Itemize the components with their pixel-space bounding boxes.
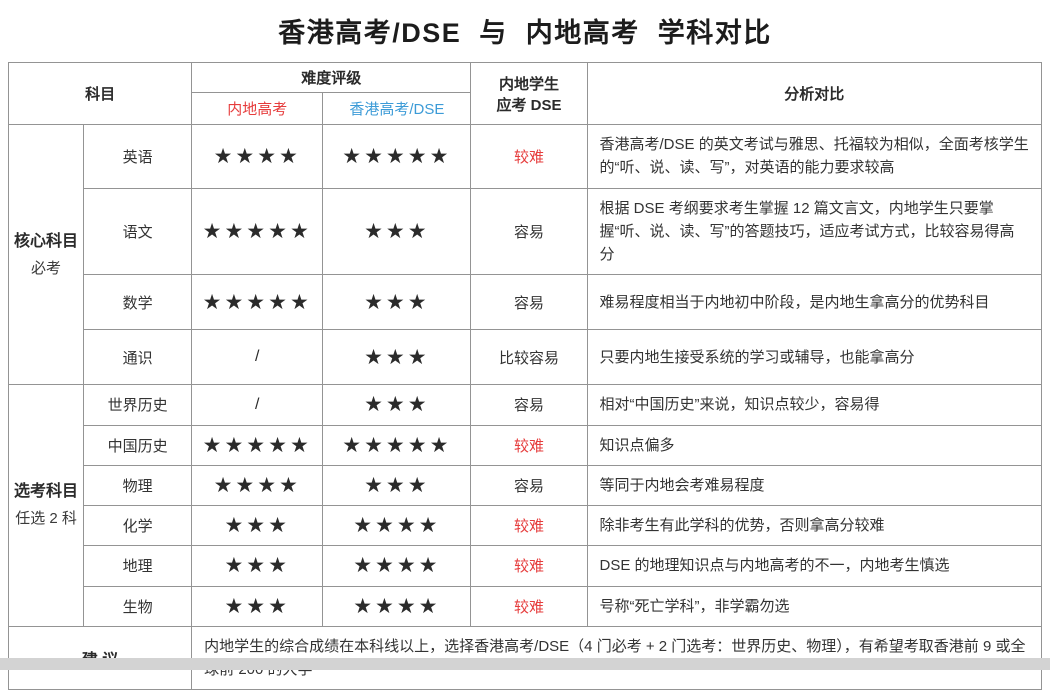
mainland-rating-cell: ★★★★★ bbox=[191, 274, 324, 331]
analysis-cell: 号称“死亡学科”，非学霸勿选 bbox=[586, 585, 1043, 627]
subject-row: 核心科目 必考 英语 ★★★★ ★★★★★ 较难 香港高考/DSE 的英文考试与雅思、托福较… bbox=[7, 123, 1043, 386]
mainland-rating-cell: / bbox=[191, 384, 324, 426]
subject-cell: 世界历史 bbox=[83, 384, 193, 426]
difficulty-cell: 容易 bbox=[470, 274, 588, 331]
hk-rating-cell: ★★★★★ bbox=[322, 424, 472, 466]
mainland-rating-cell: ★★★★★ bbox=[191, 424, 324, 466]
group-label: 选考科目任选 2 科 bbox=[7, 384, 85, 627]
hk-rating-cell: ★★★★ bbox=[322, 585, 472, 627]
subject-cell: 物理 bbox=[83, 464, 193, 507]
subject-cell: 通识 bbox=[83, 329, 193, 386]
hk-rating-cell: ★★★★ bbox=[322, 504, 472, 547]
header-subject: 科目 bbox=[7, 62, 193, 125]
subject-cell: 英语 bbox=[83, 124, 193, 189]
hk-rating-cell: ★★★ bbox=[322, 187, 472, 276]
subject-row: 数学 ★★★★★ ★★★ 容易 难易程度相当于内地初中阶段，是内地生拿高分的优势科目 bbox=[9, 274, 1043, 331]
group-label-line2: 必考 bbox=[31, 259, 62, 277]
header-mainland-student-dse: 内地学生应考 DSE bbox=[470, 62, 588, 125]
group-label-line1: 核心科目 bbox=[14, 232, 79, 250]
analysis-cell: 相对“中国历史”来说，知识点较少，容易得 bbox=[586, 384, 1043, 426]
subject-row: 选考科目 任选 2 科世界历史 / ★★★ 容易 相对“中国历史”来说，知识点较少，容易得 bbox=[7, 384, 1043, 627]
subject-cell: 中国历史 bbox=[83, 424, 193, 466]
subject-cell: 地理 bbox=[83, 545, 193, 587]
subject-row: 生物 ★★★ ★★★★ 较难 号称“死亡学科”，非学霸勿选 bbox=[9, 585, 1043, 627]
difficulty-cell: 容易 bbox=[470, 384, 588, 426]
difficulty-cell: 较难 bbox=[470, 504, 588, 547]
group-label-line2: 任选 2 科 bbox=[15, 510, 77, 528]
difficulty-cell: 容易 bbox=[470, 187, 588, 276]
mainland-rating-cell: ★★★ bbox=[191, 504, 324, 547]
subject-cell: 化学 bbox=[83, 504, 193, 547]
analysis-cell: DSE 的地理知识点与内地高考的不一，内地考生慎选 bbox=[586, 545, 1043, 587]
subject-row: 中国历史 ★★★★★ ★★★★★ 较难 知识点偏多 bbox=[9, 424, 1043, 466]
group-label: 核心科目 必考 bbox=[7, 123, 85, 386]
difficulty-cell: 较难 bbox=[470, 545, 588, 587]
header-mainland-gaokao: 内地高考 bbox=[191, 92, 324, 125]
hk-rating-cell: ★★★ bbox=[322, 384, 472, 426]
subject-row: 物理 ★★★★ ★★★ 容易 等同于内地会考难易程度 bbox=[9, 464, 1043, 507]
analysis-cell: 知识点偏多 bbox=[586, 424, 1043, 466]
header-difficulty-rating: 难度评级 bbox=[191, 62, 472, 93]
difficulty-cell: 较难 bbox=[470, 124, 588, 189]
header-hk-dse: 香港高考/DSE bbox=[322, 92, 472, 125]
subject-row: 语文 ★★★★★ ★★★ 容易 根据 DSE 考纲要求考生掌握 12 篇文言文，内地学生… bbox=[9, 187, 1043, 276]
subject-cell: 生物 bbox=[83, 585, 193, 627]
hk-rating-cell: ★★★★★ bbox=[322, 124, 472, 189]
mainland-rating-cell: / bbox=[191, 329, 324, 386]
hk-rating-cell: ★★★ bbox=[322, 329, 472, 386]
hk-rating-cell: ★★★ bbox=[322, 464, 472, 507]
subject-row: 地理 ★★★ ★★★★ 较难 DSE 的地理知识点与内地高考的不一，内地考生慎选 bbox=[9, 545, 1043, 587]
group-label-line1: 选考科目 bbox=[14, 483, 79, 501]
hk-rating-cell: ★★★★ bbox=[322, 545, 472, 587]
analysis-cell: 香港高考/DSE 的英文考试与雅思、托福较为相似，全面考核学生的“听、说、读、写… bbox=[586, 124, 1043, 189]
mainland-rating-cell: ★★★★ bbox=[191, 464, 324, 507]
mainland-rating-cell: ★★★★ bbox=[191, 124, 324, 189]
difficulty-cell: 比较容易 bbox=[470, 329, 588, 386]
page-title: 香港高考/DSE 与 内地高考 学科对比 bbox=[278, 18, 772, 48]
analysis-cell: 等同于内地会考难易程度 bbox=[586, 464, 1043, 507]
bottom-strip bbox=[0, 658, 1050, 670]
header-dse-line2: 应考 DSE bbox=[496, 96, 562, 114]
analysis-cell: 只要内地生接受系统的学习或辅导，也能拿高分 bbox=[586, 329, 1043, 386]
analysis-cell: 难易程度相当于内地初中阶段，是内地生拿高分的优势科目 bbox=[586, 274, 1043, 331]
difficulty-cell: 较难 bbox=[470, 424, 588, 466]
comparison-table: 科目 难度评级 内地学生应考 DSE 分析对比 内地高考 香港高考/DSE 核心… bbox=[7, 62, 1043, 690]
header-analysis: 分析对比 bbox=[586, 62, 1043, 125]
mainland-rating-cell: ★★★★★ bbox=[191, 187, 324, 276]
subject-comparison-table: 科目 难度评级 内地学生应考 DSE 分析对比 内地高考 香港高考/DSE 核心… bbox=[7, 62, 1043, 690]
subject-cell: 语文 bbox=[83, 187, 193, 276]
mainland-rating-cell: ★★★ bbox=[191, 585, 324, 627]
difficulty-cell: 容易 bbox=[470, 464, 588, 507]
analysis-cell: 除非考生有此学科的优势，否则拿高分较难 bbox=[586, 504, 1043, 547]
subject-row: 化学 ★★★ ★★★★ 较难 除非考生有此学科的优势，否则拿高分较难 bbox=[9, 504, 1043, 547]
mainland-rating-cell: ★★★ bbox=[191, 545, 324, 587]
subject-cell: 数学 bbox=[83, 274, 193, 331]
difficulty-cell: 较难 bbox=[470, 585, 588, 627]
subject-row: 通识 / ★★★ 比较容易 只要内地生接受系统的学习或辅导，也能拿高分 bbox=[9, 329, 1043, 386]
analysis-cell: 根据 DSE 考纲要求考生掌握 12 篇文言文，内地学生只要掌握“听、说、读、写… bbox=[586, 187, 1043, 276]
hk-rating-cell: ★★★ bbox=[322, 274, 472, 331]
header-dse-line1: 内地学生 bbox=[498, 75, 559, 93]
